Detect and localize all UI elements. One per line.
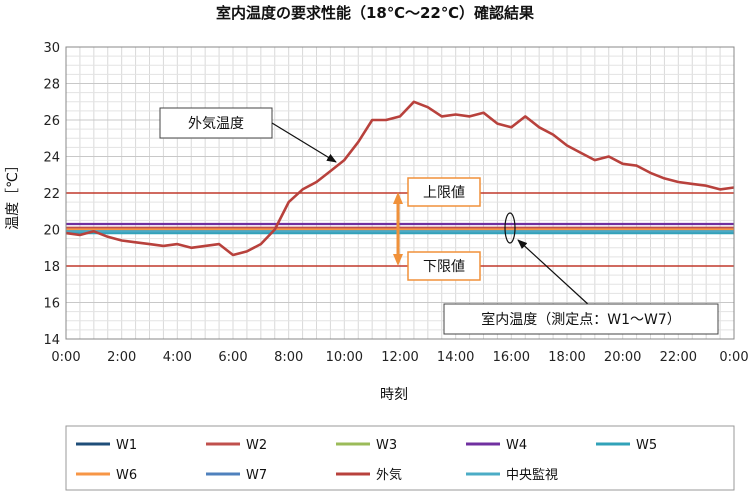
plot-frame [65, 46, 735, 340]
x-tick-label: 20:00 [604, 350, 641, 365]
legend-label: 外気 [376, 467, 402, 483]
legend-label: W4 [506, 438, 527, 453]
x-tick-label: 0:00 [51, 350, 80, 365]
indoor-marker-ellipse [504, 212, 516, 244]
upper-limit-label: 上限値 [423, 185, 465, 201]
indoor-annotation: 室内温度（測定点：W1〜W7） [443, 212, 719, 335]
y-tick-label: 26 [43, 114, 60, 129]
y-tick-label: 22 [43, 187, 60, 202]
outdoor-annotation-text: 外気温度 [188, 116, 244, 132]
outdoor-annotation: 外気温度 [159, 107, 337, 163]
outdoor-annotation-arrow [271, 122, 337, 163]
y-tick-label: 18 [43, 260, 60, 275]
x-tick-label: 12:00 [381, 350, 418, 365]
x-axis-label: 時刻 [380, 387, 408, 403]
x-tick-label: 18:00 [548, 350, 585, 365]
axes [65, 46, 735, 340]
x-tick-label: 16:00 [493, 350, 530, 365]
legend-label: 中央監視 [506, 467, 558, 483]
indoor-annotation-arrow [517, 239, 591, 307]
lower-limit-box [407, 251, 481, 281]
indoor-annotation-text: 室内温度（測定点：W1〜W7） [481, 311, 681, 328]
y-tick-labels: 14 16 18 20 22 24 26 28 30 [43, 41, 60, 348]
x-tick-label: 14:00 [437, 350, 474, 365]
y-tick-label: 16 [43, 297, 60, 312]
series-line-外気 [65, 100, 735, 257]
x-tick-label: 0:00 [719, 350, 748, 365]
y-tick-label: 28 [43, 78, 60, 93]
lower-limit-label: 下限値 [423, 259, 465, 275]
x-tick-label: 10:00 [326, 350, 363, 365]
legend-box [65, 425, 735, 491]
upper-limit-box [407, 177, 481, 207]
limit-range: 上限値 下限値 [393, 177, 481, 281]
x-tick-label: 22:00 [660, 350, 697, 365]
legend-label: W3 [376, 438, 397, 453]
x-tick-labels: 0:00 2:00 4:00 6:00 8:00 10:00 12:00 14:00 16:00… [51, 350, 748, 365]
outdoor-annotation-box [159, 107, 273, 139]
y-tick-label: 30 [43, 41, 60, 56]
x-tick-label: 6:00 [218, 350, 247, 365]
y-tick-label: 20 [43, 224, 60, 239]
y-axis-label: 温度［℃］ [5, 158, 21, 230]
x-tick-label: 2:00 [107, 350, 136, 365]
legend-label: W6 [116, 468, 137, 483]
y-tick-label: 24 [43, 151, 60, 166]
chart-title: 室内温度の要求性能（18℃〜22℃）確認結果 [216, 4, 535, 22]
x-tick-label: 4:00 [163, 350, 192, 365]
legend-label: W7 [246, 468, 267, 483]
legend: W1 W2 W3 W4 W5 W6 W7 外気 中央監視 [76, 438, 657, 483]
indoor-annotation-box [443, 303, 719, 335]
x-tick-label: 8:00 [274, 350, 303, 365]
legend-label: W2 [246, 438, 267, 453]
y-tick-label: 14 [43, 333, 60, 348]
legend-label: W1 [116, 438, 137, 453]
legend-label: W5 [636, 438, 657, 453]
